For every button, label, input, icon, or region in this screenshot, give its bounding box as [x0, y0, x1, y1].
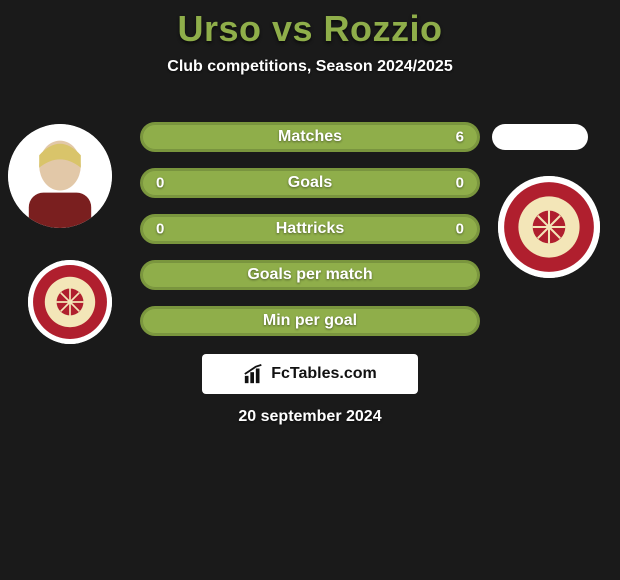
stat-value-right: 0	[456, 221, 464, 238]
player-avatar-right-placeholder	[492, 124, 588, 150]
club-badge-left	[28, 260, 112, 344]
stat-label: Min per goal	[263, 312, 357, 330]
comparison-stats: Matches 6 0 Goals 0 0 Hattricks 0 Goals per matc…	[140, 122, 480, 352]
stat-value-left: 0	[156, 175, 164, 192]
watermark: FcTables.com	[202, 354, 418, 394]
stat-row: Matches 6	[140, 122, 480, 152]
stat-row: Goals per match	[140, 260, 480, 290]
stat-label: Hattricks	[276, 220, 344, 238]
stat-label: Goals per match	[247, 266, 372, 284]
stat-value-right: 0	[456, 175, 464, 192]
date-label: 20 september 2024	[0, 408, 620, 426]
watermark-text: FcTables.com	[271, 365, 377, 383]
subtitle: Club competitions, Season 2024/2025	[0, 58, 620, 76]
club-crest-icon	[498, 176, 600, 278]
bar-chart-icon	[243, 363, 265, 385]
stat-value-left: 0	[156, 221, 164, 238]
club-badge-right	[498, 176, 600, 278]
stat-row: 0 Hattricks 0	[140, 214, 480, 244]
stat-label: Goals	[288, 174, 332, 192]
player-avatar-left	[8, 124, 112, 228]
stat-value-right: 6	[456, 129, 464, 146]
club-crest-icon	[28, 260, 112, 344]
page-title: Urso vs Rozzio	[0, 0, 620, 50]
stat-label: Matches	[278, 128, 342, 146]
stat-row: Min per goal	[140, 306, 480, 336]
avatar-silhouette-icon	[8, 124, 112, 228]
stat-row: 0 Goals 0	[140, 168, 480, 198]
